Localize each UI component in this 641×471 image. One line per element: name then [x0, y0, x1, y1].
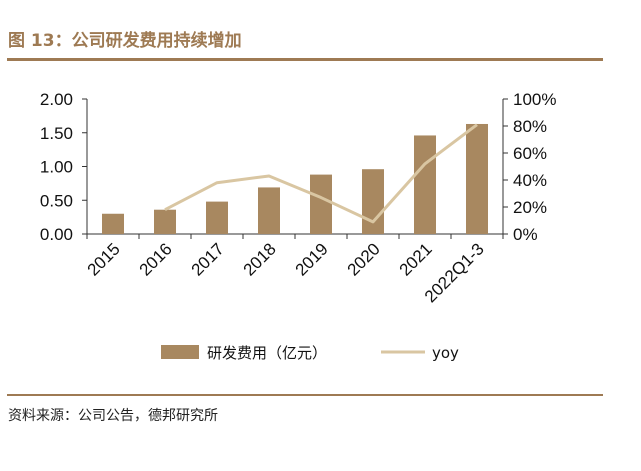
yoy-line: [164, 123, 478, 224]
right-tick-label: 40%: [513, 171, 547, 190]
left-tick-label: 0.50: [40, 191, 73, 210]
x-category-label: 2016: [136, 239, 176, 279]
bar: [362, 169, 384, 234]
bar: [154, 209, 176, 234]
bar: [414, 135, 436, 234]
bar: [466, 123, 488, 234]
right-tick-label: 80%: [513, 117, 547, 136]
bar: [310, 174, 332, 234]
source-note: 资料来源：公司公告，德邦研究所: [8, 408, 218, 424]
right-tick-label: 100%: [513, 90, 556, 109]
x-category-label: 2021: [396, 239, 436, 279]
right-tick-label: 20%: [513, 198, 547, 217]
x-category-label: 2015: [84, 239, 124, 279]
x-category-label: 2017: [188, 239, 228, 279]
legend-bar-swatch: [161, 345, 199, 359]
bar: [258, 187, 280, 234]
figure-title: 图 13：公司研发费用持续增加: [8, 31, 242, 51]
legend-line-label: yoy: [432, 344, 459, 362]
left-tick-label: 0.00: [40, 225, 73, 244]
bar: [206, 201, 228, 234]
left-tick-label: 1.00: [40, 158, 73, 177]
x-category-label: 2020: [344, 239, 384, 279]
right-tick-label: 60%: [513, 144, 547, 163]
right-tick-label: 0%: [513, 225, 538, 244]
bottom-rule: [7, 394, 603, 396]
top-rule: [7, 58, 603, 61]
x-category-label: 2018: [240, 239, 280, 279]
left-tick-label: 2.00: [40, 90, 73, 109]
left-tick-label: 1.50: [40, 124, 73, 143]
x-category-label: 2019: [292, 239, 332, 279]
bar: [102, 213, 124, 234]
legend-bar-label: 研发费用（亿元）: [207, 344, 327, 362]
